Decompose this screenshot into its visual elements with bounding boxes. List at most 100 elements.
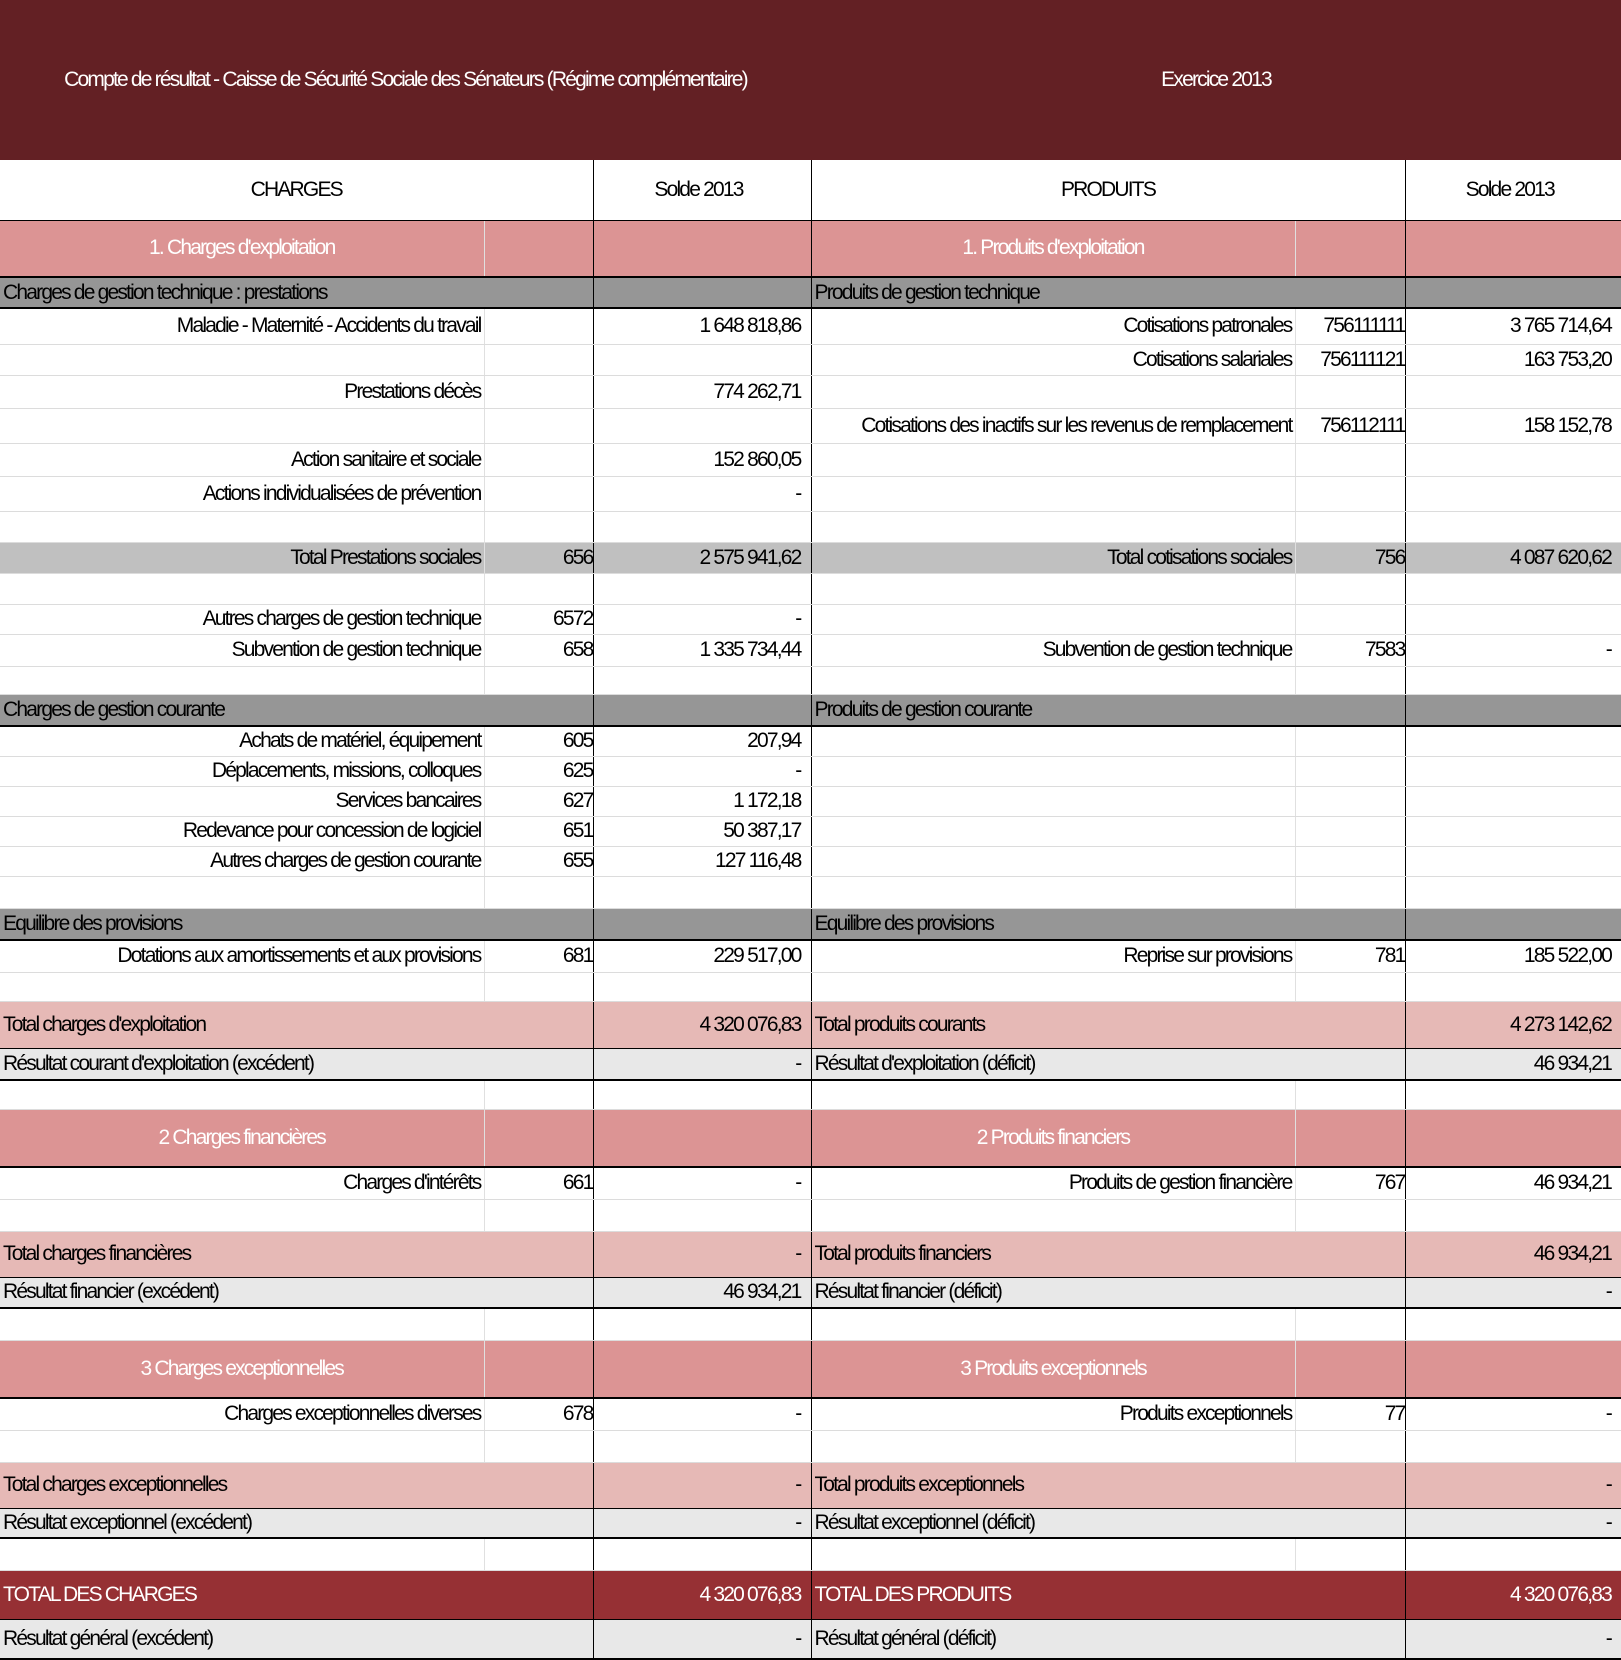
produits-account-code: [1294, 443, 1405, 477]
charges-amount: 2 575 941,62: [592, 542, 811, 574]
produits-account-code: 756111111: [1294, 308, 1406, 345]
charges-amount: [592, 1308, 811, 1341]
produits-account-code: [1294, 573, 1405, 605]
charges-section-title: 2 Charges financières: [0, 1109, 484, 1168]
charges-section-title: 1. Charges d'exploitation: [0, 220, 484, 278]
produits-label: Résultat général (déficit): [810, 1619, 1405, 1660]
solde-header-left: Solde 2013: [592, 160, 811, 221]
produits-label: [810, 816, 1295, 847]
produits-label: Equilibre des provisions: [810, 908, 1405, 941]
section-row: 2 Charges financières 2 Produits financie…: [0, 1109, 1621, 1168]
charges-label: [0, 573, 484, 605]
produits-code: [1294, 1109, 1405, 1168]
charges-amount: 229 517,00: [592, 940, 811, 973]
charges-amount: [592, 972, 811, 1002]
produits-amount: 46 934,21: [1404, 1231, 1621, 1278]
detail-row: Charges exceptionnelles diverses 678- Prod…: [0, 1398, 1621, 1431]
charges-account-code: 681: [483, 940, 594, 973]
charges-account-code: 678: [483, 1398, 594, 1431]
charges-label: Maladie - Maternité - Accidents du trava…: [0, 308, 484, 345]
produits-section-title: 1. Produits d'exploitation: [810, 220, 1295, 278]
produits-amount: [1404, 1340, 1621, 1399]
produits-label: Produits de gestion technique: [810, 277, 1405, 309]
produits-section-title: 2 Produits financiers: [810, 1109, 1295, 1168]
charges-amount: [592, 694, 811, 727]
detail-row: [0, 876, 1621, 909]
produits-amount: 46 934,21: [1404, 1167, 1621, 1200]
charges-label: Achats de matériel, équipement: [0, 726, 484, 757]
charges-amount: -: [592, 756, 811, 787]
charges-amount: 152 860,05: [592, 443, 811, 477]
produits-amount: 46 934,21: [1404, 1048, 1621, 1081]
charges-label: [0, 511, 484, 543]
produits-account-code: [1294, 846, 1405, 877]
charges-amount: 4 320 076,83: [592, 1001, 811, 1049]
produits-header: PRODUITS: [810, 160, 1405, 221]
charges-label: Total Prestations sociales: [0, 542, 484, 574]
detail-row: [0, 1199, 1621, 1232]
produits-label: [810, 846, 1295, 877]
detail-row: [0, 1080, 1621, 1110]
charges-account-code: [483, 344, 593, 376]
charges-label: Charges de gestion courante: [0, 694, 593, 727]
produits-account-code: [1294, 666, 1405, 695]
produits-account-code: [1294, 1430, 1405, 1463]
produits-amount: [1404, 220, 1621, 278]
produits-account-code: [1294, 476, 1405, 512]
charges-label: Charges de gestion technique : prestatio…: [0, 277, 593, 309]
detail-row: Services bancaires 627 1 172,18: [0, 786, 1621, 817]
produits-account-code: [1294, 1080, 1405, 1110]
detail-row: [0, 1308, 1621, 1341]
charges-label: Résultat général (excédent): [0, 1619, 593, 1660]
charges-label: [0, 972, 484, 1002]
charges-amount: -: [592, 1462, 811, 1509]
charges-label: Charges exceptionnelles diverses: [0, 1398, 484, 1431]
charges-amount: [592, 1340, 811, 1399]
detail-row: Redevance pour concession de logiciel 651…: [0, 816, 1621, 847]
detail-row: Déplacements, missions, colloques 625-: [0, 756, 1621, 787]
produits-label: [810, 375, 1295, 409]
charges-label: Résultat exceptionnel (excédent): [0, 1508, 593, 1539]
detail-row: [0, 666, 1621, 695]
produits-amount: [1404, 375, 1621, 409]
charges-account-code: 651: [483, 816, 594, 847]
charges-label: Total charges exceptionnelles: [0, 1462, 593, 1509]
produits-amount: [1404, 573, 1621, 605]
produits-label: Reprise sur provisions: [810, 940, 1295, 973]
produits-amount: [1404, 511, 1621, 543]
produits-label: [810, 786, 1295, 817]
column-header-row: CHARGES Solde 2013 PRODUITS Solde 2013: [0, 160, 1621, 221]
produits-code: [1294, 1340, 1405, 1399]
produits-amount: 4 273 142,62: [1404, 1001, 1621, 1049]
produits-label: [810, 756, 1295, 787]
produits-account-code: [1294, 876, 1405, 909]
produits-label: [810, 1538, 1295, 1571]
produits-account-code: [1294, 604, 1405, 635]
detail-row: Maladie - Maternité - Accidents du trava…: [0, 308, 1621, 345]
charges-amount: 127 116,48: [592, 846, 811, 877]
produits-account-code: [1294, 756, 1405, 787]
charges-account-code: 625: [483, 756, 594, 787]
charges-amount: [592, 277, 811, 309]
charges-amount: 1 335 734,44: [592, 634, 811, 667]
charges-account-code: 656: [483, 542, 594, 574]
produits-label: Produits de gestion courante: [810, 694, 1405, 727]
charges-label: Redevance pour concession de logiciel: [0, 816, 484, 847]
charges-amount: [592, 1199, 811, 1232]
charges-amount: [592, 511, 811, 543]
produits-label: [810, 876, 1295, 909]
charges-account-code: [483, 1080, 593, 1110]
produits-label: Total produits financiers: [810, 1231, 1405, 1278]
produits-label: [810, 1080, 1295, 1110]
produits-label: Total produits exceptionnels: [810, 1462, 1405, 1509]
produits-label: [810, 972, 1295, 1002]
produits-amount: [1404, 1308, 1621, 1341]
detail-row: Prestations décès 774 262,71: [0, 375, 1621, 409]
charges-account-code: 655: [483, 846, 594, 877]
fiscal-year: Exercice 2013: [811, 0, 1621, 160]
charges-amount: -: [592, 1231, 811, 1278]
charges-account-code: [483, 1199, 593, 1232]
charges-account-code: 605: [483, 726, 594, 757]
charges-amount: [592, 908, 811, 941]
